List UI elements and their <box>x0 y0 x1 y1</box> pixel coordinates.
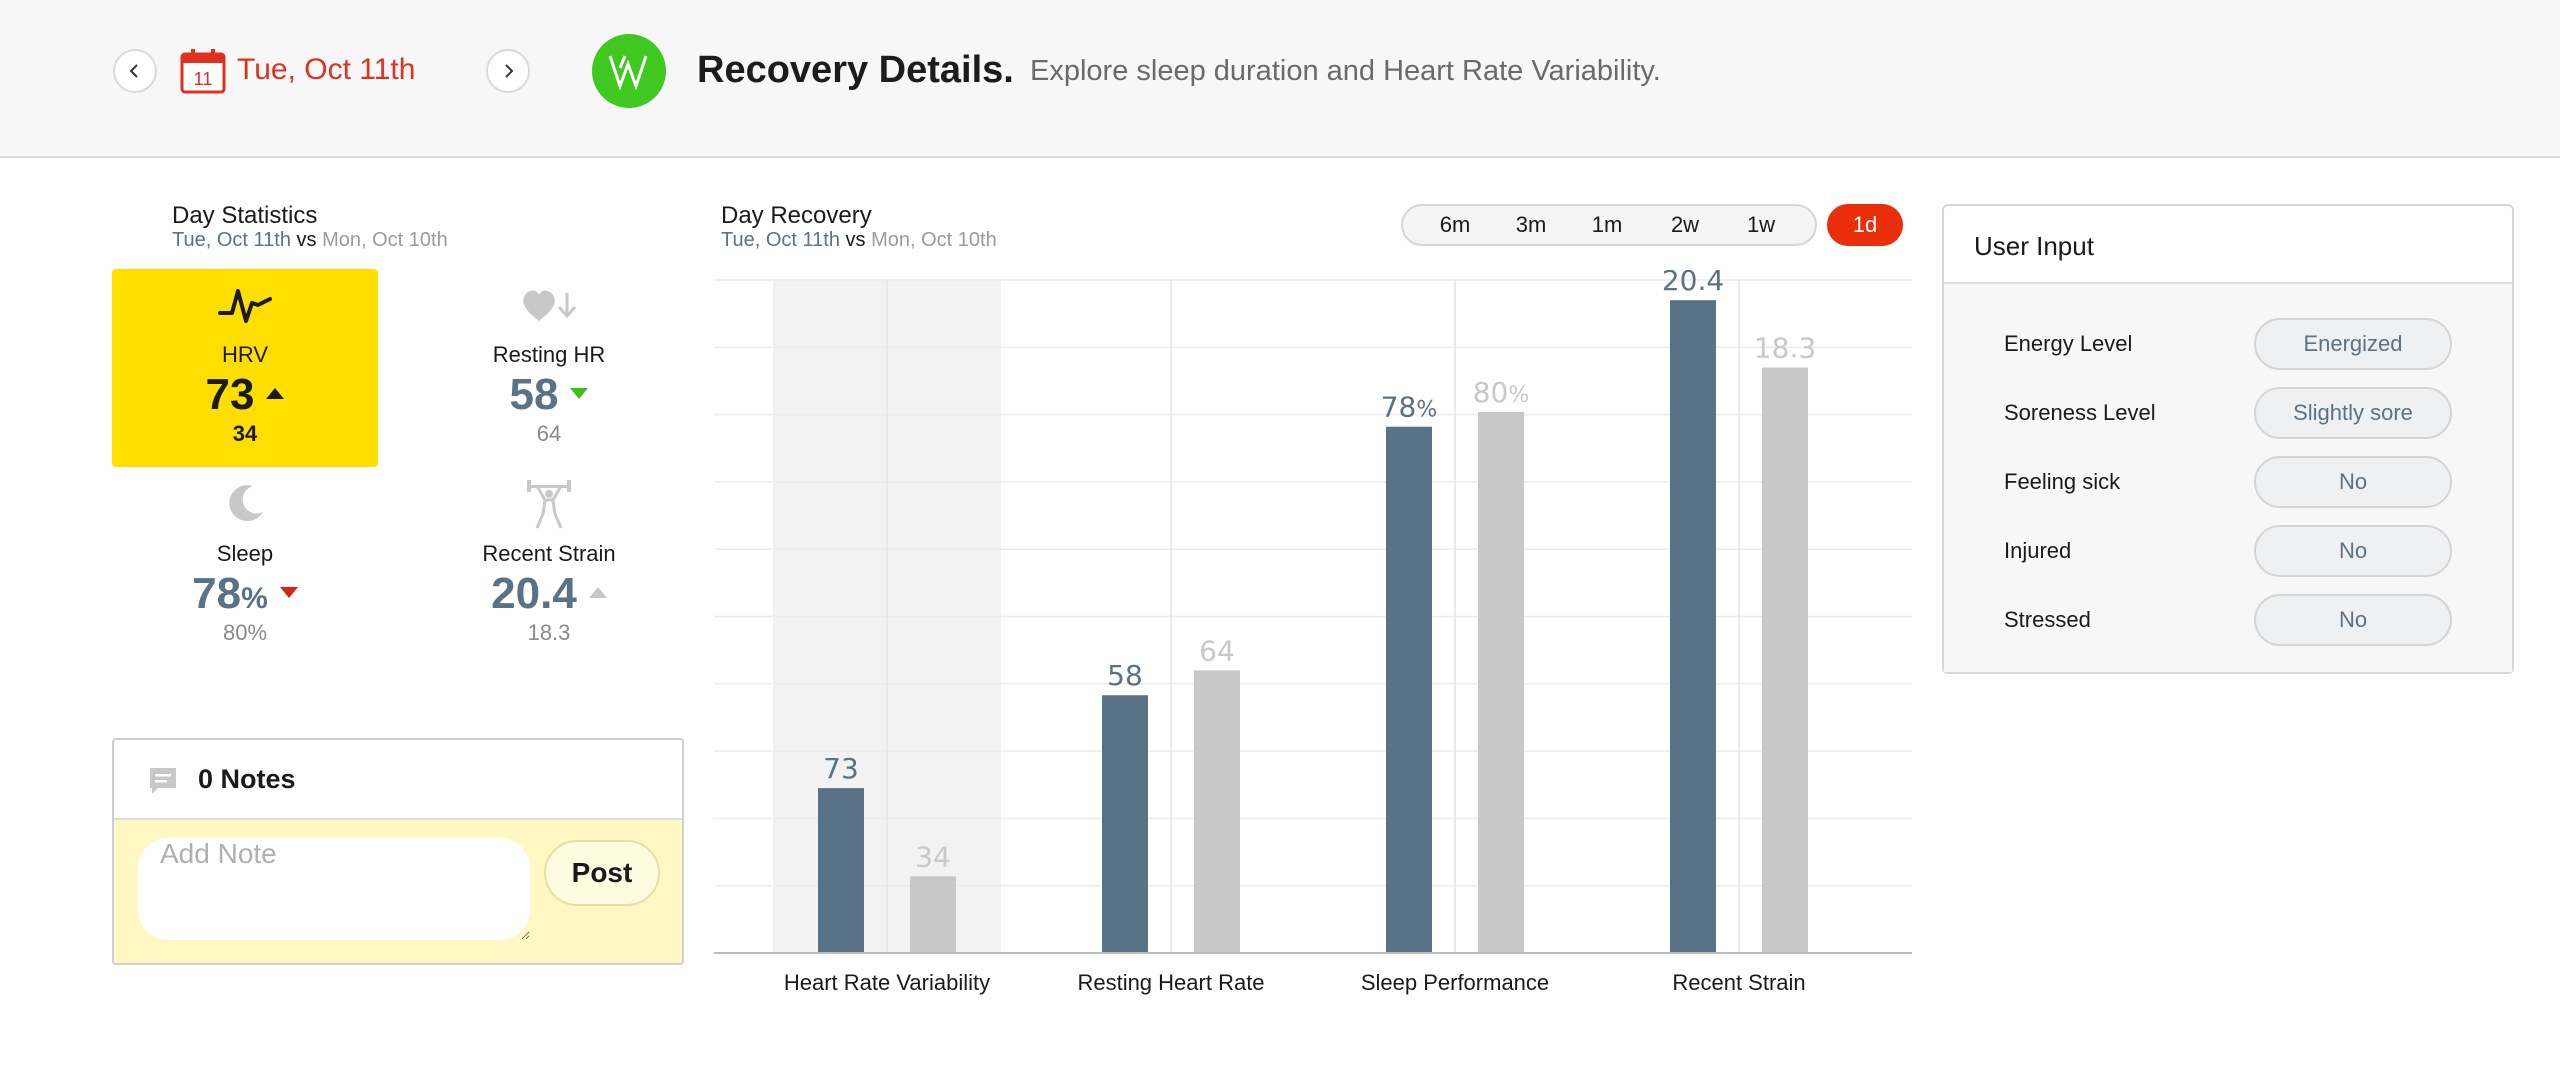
energy-level-value[interactable]: Energized <box>2254 318 2452 370</box>
next-day-button[interactable] <box>486 49 530 93</box>
day-recovery-title: Day Recovery <box>721 202 872 229</box>
feeling-sick-value[interactable]: No <box>2254 456 2452 508</box>
current-date[interactable]: Tue, Oct 11th <box>237 53 416 86</box>
bar-value-label: 34 <box>915 840 951 873</box>
recovery-logo-icon <box>592 34 666 108</box>
user-input-header: User Input <box>1944 206 2512 284</box>
previous-date: Mon, Oct 10th <box>871 229 997 251</box>
today-bar <box>1102 695 1148 953</box>
chevron-right-icon <box>505 64 514 78</box>
calendar-icon[interactable]: 11 <box>180 48 226 94</box>
header-bar: 11 Tue, Oct 11th Recovery Details. Explo… <box>0 0 2560 158</box>
user-input-title: User Input <box>1974 231 2094 261</box>
range-2w-button[interactable]: 2w <box>1670 212 1700 237</box>
user-input-panel: User Input Energy Level Energized Sorene… <box>1942 204 2514 674</box>
soreness-level-label: Soreness Level <box>2004 400 2156 425</box>
page-title: Recovery Details. <box>697 49 1014 91</box>
bar-value-label: 18.3 <box>1754 331 1816 364</box>
bar-value-label: 58 <box>1107 659 1143 692</box>
category-label: Resting Heart Rate <box>1077 970 1264 995</box>
bar-value-label: 20.4 <box>1662 270 1724 297</box>
vs-label: vs <box>296 229 317 251</box>
previous-day-button[interactable] <box>113 49 157 93</box>
sleep-previous: 80% <box>222 620 268 645</box>
resting-hr-tile[interactable]: Resting HR 58 64 <box>416 269 682 467</box>
trend-down-icon <box>570 387 589 399</box>
weightlifter-icon <box>416 478 682 530</box>
resting-hr-label: Resting HR <box>492 342 606 367</box>
injured-label: Injured <box>2004 538 2072 563</box>
trend-up-icon <box>588 586 607 598</box>
today-bar <box>818 788 864 953</box>
energy-level-label: Energy Level <box>2004 331 2133 356</box>
stressed-value[interactable]: No <box>2254 594 2452 646</box>
bar-value-label: 78% <box>1381 391 1438 424</box>
recent-strain-value: 20.4 <box>416 567 682 621</box>
sleep-tile[interactable]: Sleep 78% 80% <box>112 468 378 666</box>
day-recovery-comparison: Tue, Oct 11th vs Mon, Oct 10th <box>721 227 997 253</box>
notes-body: Post <box>114 820 682 963</box>
trend-down-icon <box>279 586 298 598</box>
page-subtitle: Explore sleep duration and Heart Rate Va… <box>1030 55 1661 87</box>
add-note-input[interactable] <box>138 838 530 940</box>
moon-icon <box>112 482 378 526</box>
bar-value-label: 80% <box>1473 376 1530 409</box>
recent-strain-label: Recent Strain <box>482 541 616 566</box>
sleep-value: 78% <box>112 567 378 626</box>
heart-down-icon <box>416 283 682 327</box>
range-3m-button[interactable]: 3m <box>1515 212 1547 237</box>
comment-icon <box>150 768 176 794</box>
notes-panel: 0 Notes Post <box>112 738 684 965</box>
sleep-label: Sleep <box>216 541 274 566</box>
bar-value-label: 64 <box>1199 634 1235 667</box>
range-6m-button[interactable]: 6m <box>1439 212 1471 237</box>
notes-count: 0 Notes <box>198 764 296 794</box>
category-label: Sleep Performance <box>1361 970 1549 995</box>
previous-bar <box>1478 411 1524 953</box>
previous-bar <box>1194 670 1240 953</box>
bar-value-label: 73 <box>823 752 859 785</box>
hrv-previous: 34 <box>232 421 258 446</box>
today-date: Tue, Oct 11th <box>172 229 291 251</box>
resting-hr-previous: 64 <box>536 421 562 446</box>
soreness-level-value[interactable]: Slightly sore <box>2254 387 2452 439</box>
notes-header: 0 Notes <box>114 740 682 820</box>
hrv-tile[interactable]: HRV 73 34 <box>112 269 378 467</box>
recovery-bar-chart: 73 34 Heart Rate Variability 58 64 Resting He… <box>714 264 1914 1010</box>
category-label: Heart Rate Variability <box>784 970 990 995</box>
chevron-left-icon <box>129 64 138 78</box>
hrv-label: HRV <box>221 342 269 367</box>
range-1d-button[interactable]: 1d <box>1827 204 1903 246</box>
feeling-sick-label: Feeling sick <box>2004 469 2121 494</box>
previous-date: Mon, Oct 10th <box>322 229 448 251</box>
trend-up-icon <box>266 387 285 399</box>
today-bar <box>1670 300 1716 953</box>
previous-bar <box>1762 367 1808 953</box>
calendar-day-number: 11 <box>194 69 213 89</box>
hrv-pulse-icon <box>112 283 378 327</box>
range-1w-button[interactable]: 1w <box>1746 212 1776 237</box>
today-bar <box>1386 426 1432 953</box>
recent-strain-tile[interactable]: Recent Strain 20.4 18.3 <box>416 468 682 666</box>
stressed-label: Stressed <box>2004 607 2091 632</box>
range-selector: 6m 3m 1m 2w 1w <box>1401 204 1817 246</box>
resting-hr-value: 58 <box>416 368 682 422</box>
recent-strain-previous: 18.3 <box>527 620 571 645</box>
user-input-list: Energy Level Energized Soreness Level Sl… <box>1944 284 2512 672</box>
category-label: Recent Strain <box>1672 970 1805 995</box>
vs-label: vs <box>845 229 866 251</box>
previous-bar <box>910 876 956 953</box>
today-date: Tue, Oct 11th <box>721 229 840 251</box>
hrv-value: 73 <box>112 368 378 422</box>
post-note-button[interactable]: Post <box>544 840 660 906</box>
day-statistics-comparison: Tue, Oct 11th vs Mon, Oct 10th <box>172 227 448 253</box>
injured-value[interactable]: No <box>2254 525 2452 577</box>
day-statistics-title: Day Statistics <box>172 202 318 229</box>
range-1m-button[interactable]: 1m <box>1591 212 1623 237</box>
